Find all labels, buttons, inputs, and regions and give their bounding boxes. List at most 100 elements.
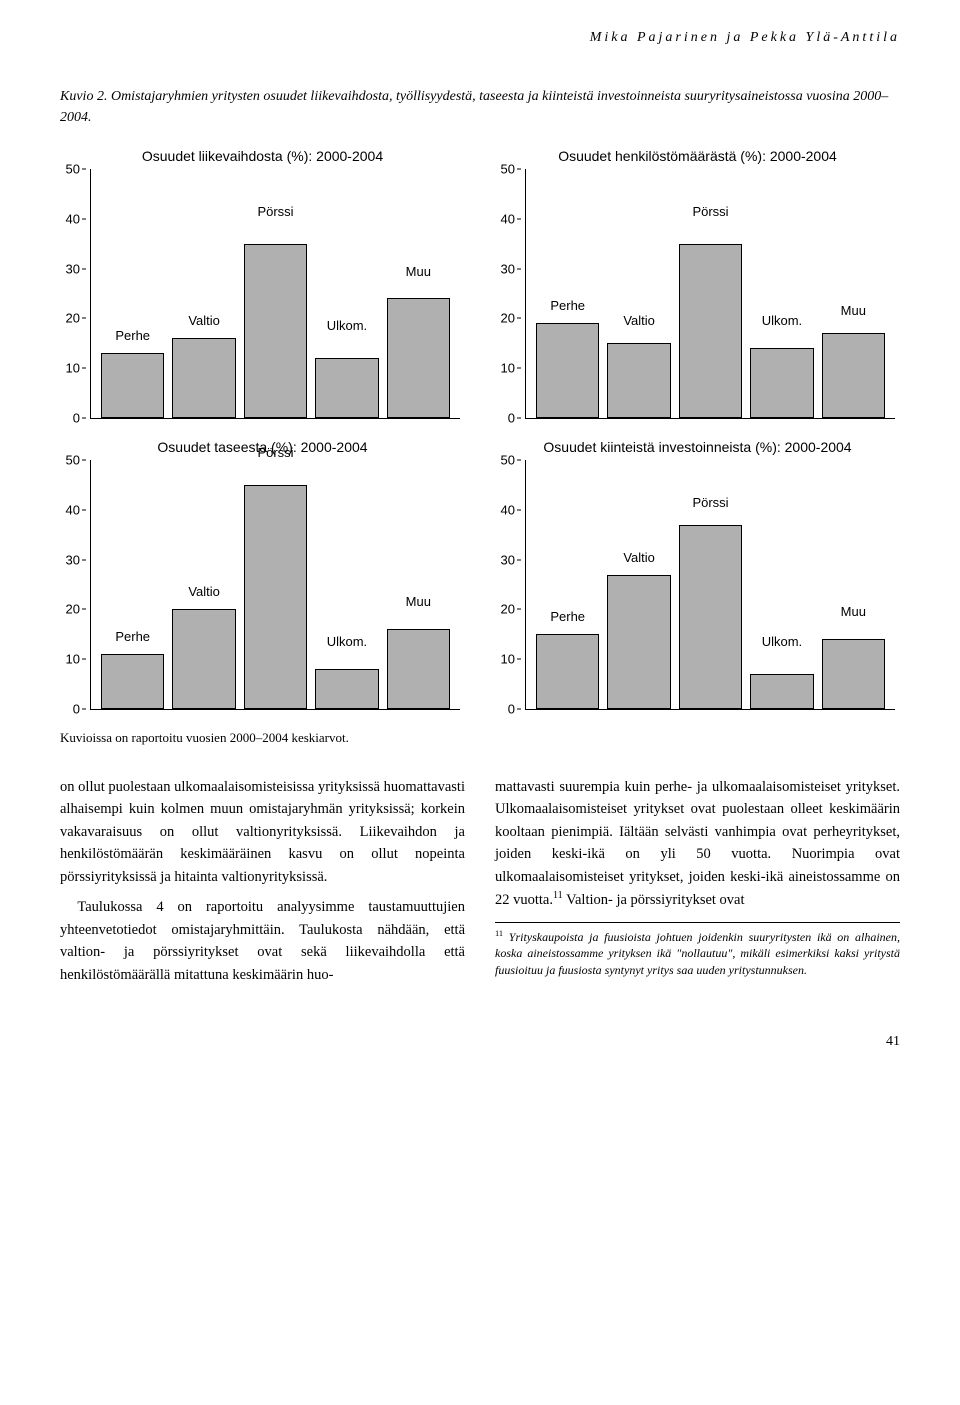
- y-tick: 30: [66, 552, 86, 567]
- bar-slot: Muu: [822, 460, 885, 709]
- bar-slot: Valtio: [172, 460, 235, 709]
- bar: [607, 343, 670, 418]
- bar: [607, 575, 670, 709]
- bar-label: Perhe: [550, 298, 585, 313]
- bar-slot: Muu: [822, 169, 885, 418]
- bar-slot: Perhe: [536, 460, 599, 709]
- plot-area: 01020304050PerheValtioPörssiUlkom.Muu: [525, 169, 895, 419]
- body-col-left: on ollut puolestaan ulkomaalaisomisteisi…: [60, 776, 465, 994]
- bar-label: Valtio: [623, 550, 655, 565]
- y-tick: 0: [73, 411, 86, 426]
- bar: [679, 525, 742, 709]
- y-tick: 30: [501, 261, 521, 276]
- bars: PerheValtioPörssiUlkom.Muu: [91, 460, 460, 709]
- body-left-p1: on ollut puolestaan ulkomaalaisomisteisi…: [60, 776, 465, 888]
- y-tick: 40: [501, 211, 521, 226]
- y-tick: 50: [66, 453, 86, 468]
- chart-title: Osuudet liikevaihdosta (%): 2000-2004: [60, 148, 465, 164]
- y-tick: 10: [66, 361, 86, 376]
- y-tick: 20: [66, 602, 86, 617]
- body-right-p1-a: mattavasti suurempia kuin perhe- ja ulko…: [495, 779, 900, 908]
- bar: [822, 639, 885, 709]
- figure-title: Kuvio 2. Omistajaryhmien yritysten osuud…: [60, 86, 900, 128]
- body-right-p1-b: Valtion- ja pörssiyritykset ovat: [563, 892, 745, 908]
- bar-slot: Pörssi: [679, 169, 742, 418]
- figure-title-rest: Omistajaryhmien yritysten osuudet liikev…: [60, 89, 888, 125]
- y-tick: 40: [66, 211, 86, 226]
- bar-label: Muu: [406, 264, 431, 279]
- y-tick: 0: [508, 702, 521, 717]
- bar-slot: Pörssi: [244, 460, 307, 709]
- y-tick: 0: [508, 411, 521, 426]
- bar-slot: Ulkom.: [750, 460, 813, 709]
- bar: [244, 485, 307, 709]
- bars: Perhe Valtio Pörssi Ulkom. Muu: [91, 169, 460, 418]
- bar-label: Valtio: [188, 313, 220, 328]
- bars: Perhe Valtio Pörssi Ulkom. Muu: [526, 460, 895, 709]
- running-head: Mika Pajarinen ja Pekka Ylä-Anttila: [60, 30, 900, 46]
- page-number: 41: [60, 1034, 900, 1050]
- bar-slot: Perhe: [536, 169, 599, 418]
- chart-1: Osuudet henkilöstömäärästä (%): 2000-200…: [495, 148, 900, 419]
- bar: [536, 323, 599, 418]
- bar: [822, 333, 885, 418]
- bar: [315, 669, 378, 709]
- bar-label: Pörssi: [257, 445, 293, 460]
- y-tick: 50: [66, 162, 86, 177]
- y-tick: 40: [66, 502, 86, 517]
- caption-note: Kuvioissa on raportoitu vuosien 2000–200…: [60, 730, 900, 746]
- y-tick: 50: [501, 162, 521, 177]
- bar: [679, 244, 742, 418]
- bar: [750, 674, 813, 709]
- bar-label: Pörssi: [257, 204, 293, 219]
- chart-title: Osuudet kiinteistä investoinneista (%): …: [495, 439, 900, 455]
- body-columns: on ollut puolestaan ulkomaalaisomisteisi…: [60, 776, 900, 994]
- bar: [315, 358, 378, 418]
- chart-title: Osuudet henkilöstömäärästä (%): 2000-200…: [495, 148, 900, 164]
- bar: [244, 244, 307, 418]
- bar-label: Valtio: [623, 313, 655, 328]
- bar: [387, 298, 450, 418]
- footnote-num: 11: [495, 929, 503, 938]
- bar-label: Pörssi: [692, 204, 728, 219]
- bar-label: Pörssi: [692, 495, 728, 510]
- bar-slot: Valtio: [172, 169, 235, 418]
- footnote-ref: 11: [553, 890, 563, 901]
- bar-label: Muu: [841, 303, 866, 318]
- y-axis: 01020304050: [61, 169, 86, 418]
- bar: [387, 629, 450, 709]
- charts-grid: Osuudet liikevaihdosta (%): 2000-2004010…: [60, 148, 900, 710]
- y-tick: 30: [66, 261, 86, 276]
- bar-label: Ulkom.: [327, 634, 367, 649]
- plot-area: 01020304050PerheValtioPörssiUlkom.Muu: [90, 169, 460, 419]
- body-col-right: mattavasti suurempia kuin perhe- ja ulko…: [495, 776, 900, 994]
- bar-slot: Ulkom.: [750, 169, 813, 418]
- bars: Perhe Valtio Pörssi Ulkom. Muu: [526, 169, 895, 418]
- figure-title-lead: Kuvio 2.: [60, 89, 107, 104]
- y-tick: 20: [501, 311, 521, 326]
- chart-0: Osuudet liikevaihdosta (%): 2000-2004010…: [60, 148, 465, 419]
- bar-slot: Ulkom.: [315, 460, 378, 709]
- chart-2: Osuudet taseesta (%): 2000-2004010203040…: [60, 439, 465, 710]
- bar-slot: Valtio: [607, 169, 670, 418]
- y-tick: 0: [73, 702, 86, 717]
- y-tick: 10: [66, 652, 86, 667]
- y-tick: 10: [501, 652, 521, 667]
- bar-slot: Valtio: [607, 460, 670, 709]
- bar: [172, 609, 235, 709]
- y-tick: 50: [501, 453, 521, 468]
- chart-3: Osuudet kiinteistä investoinneista (%): …: [495, 439, 900, 710]
- bar-label: Muu: [841, 604, 866, 619]
- bar-label: Perhe: [115, 328, 150, 343]
- bar-slot: Perhe: [101, 169, 164, 418]
- bar-label: Perhe: [550, 609, 585, 624]
- bar-slot: Ulkom.: [315, 169, 378, 418]
- bar: [750, 348, 813, 418]
- y-tick: 10: [501, 361, 521, 376]
- y-axis: 01020304050: [496, 460, 521, 709]
- body-left-p2: Taulukossa 4 on raportoitu analyysimme t…: [60, 896, 465, 986]
- plot-area: 01020304050PerheValtioPörssiUlkom.Muu: [90, 460, 460, 710]
- bar-label: Ulkom.: [762, 634, 802, 649]
- bar-slot: Muu: [387, 460, 450, 709]
- bar-label: Ulkom.: [327, 318, 367, 333]
